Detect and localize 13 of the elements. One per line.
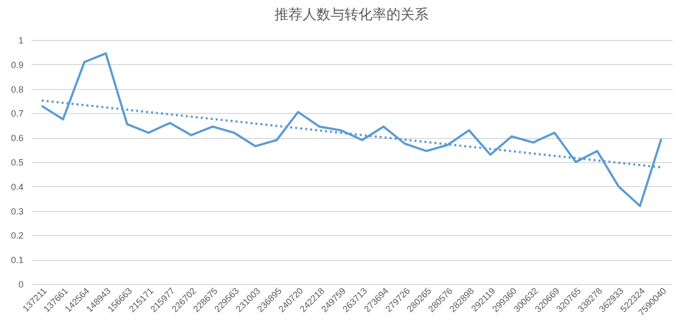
y-tick-label: 0.2 — [10, 230, 24, 241]
y-tick-label: 1 — [18, 36, 24, 46]
y-tick-label: 0.7 — [10, 108, 24, 119]
y-tick-label: 0.5 — [10, 158, 24, 168]
y-tick-label: 0.4 — [10, 182, 24, 192]
y-tick-label: 0.9 — [10, 60, 24, 70]
y-tick-label: 0.3 — [10, 206, 24, 216]
chart-title: 推荐人数与转化率的关系 — [274, 6, 428, 22]
y-tick-label: 0 — [18, 280, 24, 290]
y-tick-label: 0.8 — [10, 84, 24, 94]
y-tick-label: 0.6 — [10, 133, 24, 144]
line-series — [40, 52, 662, 208]
y-tick-label: 0.1 — [10, 255, 24, 266]
